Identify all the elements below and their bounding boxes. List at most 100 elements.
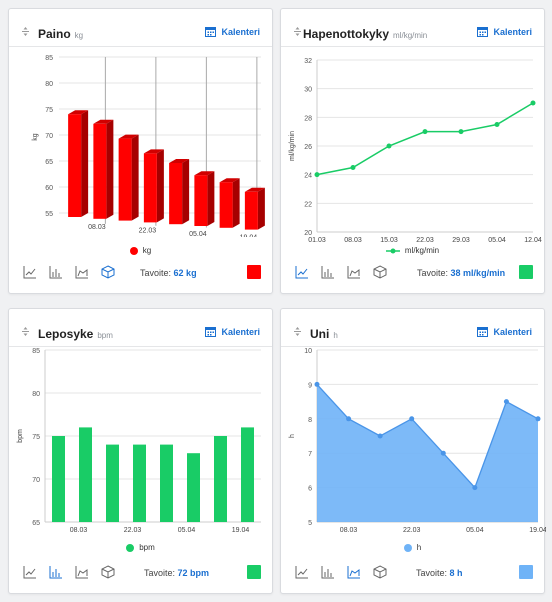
bar-side bbox=[257, 187, 265, 230]
color-swatch[interactable] bbox=[247, 265, 261, 279]
drag-handle-icon[interactable] bbox=[21, 27, 30, 36]
area-chart-icon[interactable] bbox=[75, 265, 89, 279]
area-chart-icon[interactable] bbox=[347, 265, 361, 279]
calendar-button[interactable]: Kalenteri bbox=[477, 26, 532, 37]
color-swatch[interactable] bbox=[519, 565, 533, 579]
line-chart-icon[interactable] bbox=[23, 565, 37, 579]
color-swatch[interactable] bbox=[247, 565, 261, 579]
bar bbox=[79, 427, 92, 522]
target-value: 8 h bbox=[449, 568, 463, 578]
drag-handle-icon[interactable] bbox=[293, 327, 302, 336]
bar bbox=[160, 444, 173, 522]
x-tick-label: 08.03 bbox=[88, 224, 106, 231]
color-swatch[interactable] bbox=[519, 265, 533, 279]
card-header: Leposyke bpm Kalenteri bbox=[9, 309, 272, 347]
card-hapenottokyky: Hapenottokyky ml/kg/min Kalenteri 20 22 24 2… bbox=[280, 8, 545, 294]
data-point bbox=[314, 381, 320, 387]
3d-cube-icon[interactable] bbox=[373, 265, 387, 279]
y-tick-label: 55 bbox=[45, 211, 53, 218]
card-footer: Tavoite: 72 bpm bbox=[9, 559, 272, 593]
bar bbox=[219, 182, 233, 228]
line-chart-icon[interactable] bbox=[23, 265, 37, 279]
y-tick-label: 80 bbox=[32, 391, 40, 398]
calendar-icon bbox=[205, 327, 217, 337]
x-tick-label: 22.03 bbox=[139, 227, 157, 234]
target-text: Tavoite: 62 kg bbox=[140, 268, 197, 278]
bar-chart-icon[interactable] bbox=[49, 565, 63, 579]
bar-chart-icon[interactable] bbox=[321, 265, 335, 279]
calendar-button[interactable]: Kalenteri bbox=[205, 26, 260, 37]
target-text: Tavoite: 38 ml/kg/min bbox=[417, 268, 506, 278]
y-tick-label: 22 bbox=[304, 201, 312, 208]
y-tick-label: 85 bbox=[45, 55, 53, 62]
chart-paino: 55 60 65 70 75 80 85 kg 08.03 22.03 05.04 19.04 bbox=[32, 55, 265, 237]
calendar-icon bbox=[477, 27, 489, 37]
chart-hapenottokyky: 20 22 24 26 28 30 32 ml/kg/min 01.03 08.03 15.03 22… bbox=[289, 58, 542, 244]
3d-cube-icon[interactable] bbox=[101, 265, 115, 279]
3d-cube-icon[interactable] bbox=[101, 565, 115, 579]
bar bbox=[169, 163, 183, 225]
legend-marker bbox=[385, 247, 400, 255]
3d-cube-icon[interactable] bbox=[373, 565, 387, 579]
legend-marker bbox=[129, 246, 138, 255]
calendar-icon bbox=[477, 327, 489, 337]
bar-chart-icon[interactable] bbox=[49, 265, 63, 279]
bar-side bbox=[156, 149, 164, 223]
data-point bbox=[346, 416, 352, 422]
chart-leposyke: 65 70 75 80 85 bpm 08.03 22.03 05.04 19.04 bbox=[17, 348, 261, 534]
unit-label: bpm bbox=[97, 331, 113, 340]
x-tick-label: 29.03 bbox=[452, 237, 470, 244]
y-tick-label: 65 bbox=[32, 520, 40, 527]
unit-label: kg bbox=[74, 31, 84, 40]
chart-legend: kg bbox=[9, 246, 272, 255]
legend-label: h bbox=[416, 543, 422, 552]
area-chart-icon[interactable] bbox=[75, 565, 89, 579]
card-title: Paino kg bbox=[38, 27, 84, 41]
bar-side bbox=[182, 159, 190, 225]
line-chart-icon[interactable] bbox=[295, 565, 309, 579]
card-title: Leposyke bpm bbox=[38, 327, 113, 341]
legend-label: bpm bbox=[139, 543, 155, 552]
card-footer: Tavoite: 62 kg bbox=[9, 259, 272, 293]
y-tick-label: 75 bbox=[32, 434, 40, 441]
bar-top bbox=[118, 134, 139, 139]
calendar-label: Kalenteri bbox=[221, 26, 260, 37]
calendar-button[interactable]: Kalenteri bbox=[477, 326, 532, 337]
data-point bbox=[494, 122, 500, 127]
line-chart-icon[interactable] bbox=[295, 265, 309, 279]
y-tick-label: 7 bbox=[308, 451, 312, 458]
data-point bbox=[314, 172, 320, 178]
target-text: Tavoite: 8 h bbox=[416, 568, 463, 578]
drag-handle-icon[interactable] bbox=[21, 327, 30, 336]
bar bbox=[118, 138, 132, 221]
data-point bbox=[440, 450, 446, 456]
bar-top bbox=[194, 171, 215, 176]
bar bbox=[52, 436, 65, 522]
x-tick-label: 15.03 bbox=[380, 237, 398, 244]
calendar-label: Kalenteri bbox=[221, 326, 260, 337]
chart-uni: 5 6 7 8 9 10 h 08.03 22.03 05.04 19.04 bbox=[289, 348, 546, 534]
area-chart-icon[interactable] bbox=[347, 565, 361, 579]
x-tick-label: 08.03 bbox=[340, 527, 358, 534]
unit-label: ml/kg/min bbox=[393, 31, 428, 40]
y-tick-label: 24 bbox=[304, 173, 312, 180]
card-header: Hapenottokyky ml/kg/min Kalenteri bbox=[281, 9, 544, 47]
series-line bbox=[316, 383, 539, 489]
bar-chart-icon[interactable] bbox=[321, 565, 335, 579]
y-axis-label: kg bbox=[32, 133, 39, 141]
x-tick-label: 05.04 bbox=[466, 527, 484, 534]
bar bbox=[187, 453, 200, 522]
calendar-button[interactable]: Kalenteri bbox=[205, 326, 260, 337]
bar bbox=[93, 123, 107, 219]
drag-handle-icon[interactable] bbox=[293, 27, 302, 36]
data-point bbox=[409, 416, 415, 422]
x-tick-label: 01.03 bbox=[308, 237, 326, 244]
bar-top bbox=[219, 178, 240, 183]
x-tick-label: 05.04 bbox=[189, 231, 207, 237]
x-tick-label: 05.04 bbox=[488, 237, 506, 244]
y-tick-label: 8 bbox=[308, 417, 312, 424]
y-axis-label: bpm bbox=[17, 429, 24, 443]
x-tick-label: 08.03 bbox=[70, 527, 88, 534]
card-header: Paino kg Kalenteri bbox=[9, 9, 272, 47]
bar-side bbox=[232, 178, 240, 228]
